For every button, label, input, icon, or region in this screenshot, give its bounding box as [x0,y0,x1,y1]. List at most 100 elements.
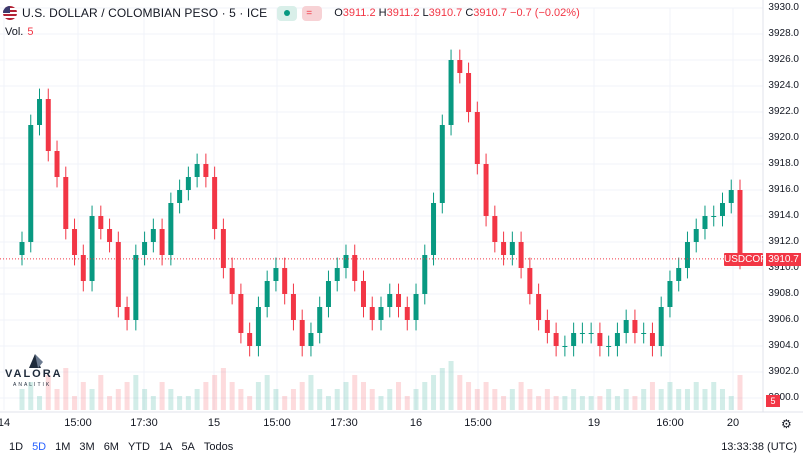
volume-bar [142,389,148,410]
candle-body [203,164,209,177]
volume-bar [501,396,507,410]
volume-bar [457,375,463,410]
candle-body [422,255,428,294]
candle-body [229,268,235,294]
price-label: 3914.0 [768,210,799,221]
candle-body [614,333,620,346]
volume-bar [247,396,253,410]
symbol-title[interactable]: U.S. DOLLAR / COLOMBIAN PESO · 5 · ICE [22,6,268,20]
valora-logo [29,354,43,368]
volume-bar [474,389,480,410]
range-button-1a[interactable]: 1A [158,440,173,453]
last-price-tag: 3910.7 [766,253,801,266]
candle-body [194,164,200,177]
volume-bar [299,382,305,410]
range-button-todos[interactable]: Todos [203,440,234,453]
candle-body [719,203,725,216]
time-label: 15:00 [64,417,92,429]
range-button-6m[interactable]: 6M [103,440,119,453]
candle-body [404,307,410,320]
time-label: 17:30 [330,417,358,429]
market-status-button[interactable] [277,5,298,21]
volume-tag: 5 [766,395,780,407]
volume-bar [396,382,402,410]
volume-bar [159,382,165,410]
candle-body [177,190,183,203]
volume-bar [658,389,664,410]
volume-bar [133,375,139,410]
volume-bar [37,396,43,410]
volume-bar [431,375,437,410]
volume-bar [413,389,419,410]
price-label: 3918.0 [768,158,799,169]
candle-body [159,229,165,255]
equals-icon: = [306,7,313,19]
volume-bar [728,396,734,410]
candle-body [711,216,717,217]
volume-bar [124,382,130,410]
price-label: 3900.0 [768,392,799,403]
candle-body [255,307,261,346]
volume-bar [229,382,235,410]
candle-body [457,60,463,73]
price-label: 3904.0 [768,340,799,351]
candle-body [115,242,121,307]
candle-body [658,307,664,346]
range-button-5a[interactable]: 5A [181,440,195,453]
range-button-3m[interactable]: 3M [79,440,95,453]
volume-bar [203,382,209,410]
time-label: 15:00 [263,417,291,429]
time-label: 15 [207,417,221,429]
volume-bar [667,382,673,410]
symbol-header: U.S. DOLLAR / COLOMBIAN PESO · 5 · ICE =… [0,2,580,24]
volume-bar [19,389,25,410]
candle-body [483,164,489,216]
candle-body [676,268,682,281]
volume-bar [719,389,725,410]
range-button-5d[interactable]: 5D [32,440,47,453]
candle-body [54,151,60,177]
candle-body [553,333,559,346]
volume-bar [606,389,612,410]
gear-icon[interactable]: ⚙ [781,417,792,431]
range-button-1m[interactable]: 1M [55,440,71,453]
price-label: 3912.0 [768,236,799,247]
volume-bar [378,396,384,410]
volume-bar [588,396,594,410]
volume-bar [80,382,86,410]
candle-body [308,333,314,346]
candle-body [623,320,629,333]
volume-bar [255,382,261,410]
volume-bar [483,382,489,410]
volume-bar [702,389,708,410]
volume-bar [597,396,603,410]
range-button-ytd[interactable]: YTD [127,440,150,453]
market-open-icon [284,9,291,16]
volume-bar [492,389,498,410]
candle-body [89,216,95,281]
price-label: 3902.0 [768,366,799,377]
candle-body [247,333,253,346]
candle-body [474,112,480,164]
candle-body [352,255,358,281]
symbol-tag: USDCOP [724,253,767,266]
volume-bar [614,396,620,410]
volume-bar [290,389,296,410]
candle-body [273,268,279,281]
price-label: 3906.0 [768,314,799,325]
volume-bar [343,382,349,410]
candle-body [124,307,130,320]
volume-bar [150,396,156,410]
range-toolbar: 1D 5D 1M 3M 6M YTD 1A 5A Todos [0,434,803,459]
candle-body [536,294,542,320]
candle-body [439,125,445,203]
compare-button[interactable]: = [302,5,323,21]
candle-body [168,203,174,255]
range-button-1d[interactable]: 1D [9,440,24,453]
candle-body [518,242,524,268]
candle-body [667,281,673,307]
price-label: 3928.0 [768,28,799,39]
time-label: 19 [587,417,601,429]
